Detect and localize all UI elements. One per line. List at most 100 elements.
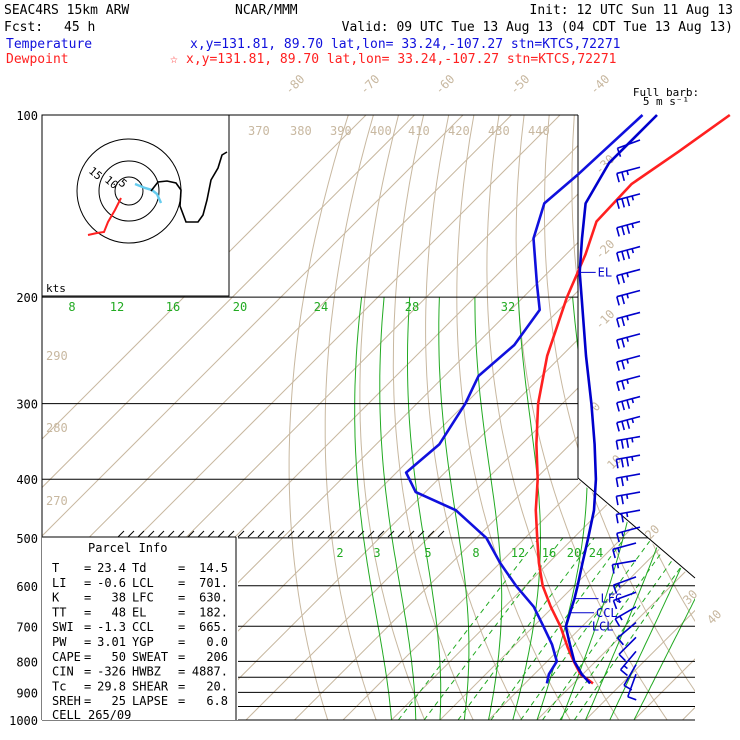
pressure-tick-label: 1000	[9, 714, 38, 728]
parcel-value: 6.8	[206, 694, 228, 708]
dry-adiabat-label: 440	[528, 124, 550, 138]
barb-flag	[616, 402, 620, 412]
parcel-eq: =	[178, 650, 185, 664]
isotherm-label: -70	[357, 72, 382, 97]
hatch-mark	[177, 530, 185, 538]
hodograph-low-trace	[87, 197, 122, 236]
isotherm-label: 30	[680, 587, 700, 607]
barb-flag	[620, 513, 624, 523]
chart-header: SEAC4RS 15km ARW NCAR/MMM Init: 12 UTC S…	[4, 3, 733, 108]
barb-staff	[616, 220, 641, 229]
parcel-eq: =	[84, 679, 91, 693]
wind-barb	[616, 311, 641, 328]
right-frame	[577, 115, 696, 579]
pressure-tick-label: 200	[16, 291, 38, 305]
parcel-info-box	[42, 537, 238, 720]
parcel-value: -0.6	[97, 576, 126, 590]
wind-barb	[627, 673, 637, 701]
moist-adiabat-line	[379, 297, 417, 720]
barb-staff	[613, 576, 637, 586]
parcel-value: 25	[112, 694, 126, 708]
isotherm-line	[42, 115, 443, 720]
barb-staff	[616, 354, 641, 363]
dry-adiabat-label: 380	[290, 124, 312, 138]
barb-staff	[627, 673, 637, 698]
hatch-mark	[387, 530, 395, 538]
hatch-mark	[307, 530, 315, 538]
hatch-mark	[217, 530, 225, 538]
isotherm-line	[669, 115, 695, 720]
parcel-value: 48	[112, 605, 126, 619]
parcel-info-panel: Parcel Info T = 23.4 Td = 14.5 LI = -0.6 LCL = 701.…	[42, 536, 238, 722]
hatch-mark	[277, 530, 285, 538]
barb-staff	[623, 664, 637, 686]
hatch-mark	[197, 530, 205, 538]
parcel-level-label: EL	[598, 265, 612, 279]
barb-flag	[621, 198, 626, 208]
hatch-mark	[237, 530, 245, 538]
barb-flag	[621, 401, 626, 411]
barb-flag	[615, 477, 619, 488]
parcel-value: 701.	[199, 576, 228, 590]
init-time: Init: 12 UTC Sun 11 Aug 13	[530, 3, 734, 18]
barb-half-flag	[626, 379, 629, 385]
barb-half-flag	[625, 512, 629, 518]
wind-barb	[616, 166, 641, 183]
parcel-eq: =	[178, 605, 185, 619]
hatch-mark	[397, 530, 405, 538]
barb-half-flag	[619, 615, 623, 621]
hatch-mark	[377, 530, 385, 538]
hatch-mark	[327, 530, 335, 538]
mixing-ratio-label: 12	[110, 300, 124, 314]
barb-half-flag	[631, 418, 635, 424]
hatch-mark	[257, 530, 265, 538]
barb-flag	[611, 564, 615, 574]
parcel-key: Tc	[52, 679, 66, 693]
pressure-tick-label: 900	[16, 686, 38, 700]
isotherm-label: 40	[704, 607, 724, 627]
barb-half-flag	[631, 248, 635, 254]
isotherm-label: -30	[592, 152, 617, 177]
barb-staff	[613, 591, 637, 602]
barb-half-flag	[626, 337, 629, 342]
barb-half-flag	[626, 359, 629, 364]
parcel-key: T	[52, 561, 59, 575]
parcel-key: K	[52, 591, 60, 605]
barb-flag	[616, 275, 620, 285]
parcel-level-label: CCL	[596, 606, 618, 620]
barb-half-flag	[631, 195, 635, 201]
barb-half-flag	[617, 547, 620, 553]
barb-staff	[616, 268, 641, 277]
parcel-key: YGP	[132, 635, 154, 649]
wind-barb	[616, 245, 641, 262]
parcel-key: EL	[132, 605, 146, 619]
mixing-ratio-label: 32	[501, 300, 515, 314]
parcel-key: CAPE	[52, 650, 81, 664]
wind-barb	[619, 650, 637, 677]
parcel-cell-label: CELL	[52, 708, 81, 722]
barb-flag	[615, 496, 619, 506]
barb-staff	[612, 542, 637, 551]
pressure-tick-label: 500	[16, 532, 38, 546]
moist-adiabat-line	[536, 297, 588, 720]
pressure-tick-label: 600	[16, 580, 38, 594]
sounding-profiles	[404, 113, 731, 685]
hatch-mark	[157, 530, 165, 538]
parcel-key: HWBZ	[132, 665, 161, 679]
barb-half-flag	[626, 315, 629, 321]
barb-flag	[616, 173, 620, 183]
isotherm-label: -40	[587, 72, 612, 97]
hatch-mark	[137, 530, 145, 538]
parcel-eq: =	[84, 591, 91, 605]
dry-adiabat-line	[324, 115, 377, 720]
wind-barb	[616, 526, 641, 543]
parcel-value: -326	[97, 665, 126, 679]
barb-flag	[615, 440, 619, 450]
isotherm-line	[184, 115, 695, 720]
barb-flag	[625, 438, 630, 448]
mixing-ratio-line	[398, 537, 540, 720]
parcel-eq: =	[178, 620, 185, 634]
barb-staff	[616, 245, 641, 254]
barb-half-flag	[625, 494, 629, 499]
wind-barb	[616, 395, 641, 412]
